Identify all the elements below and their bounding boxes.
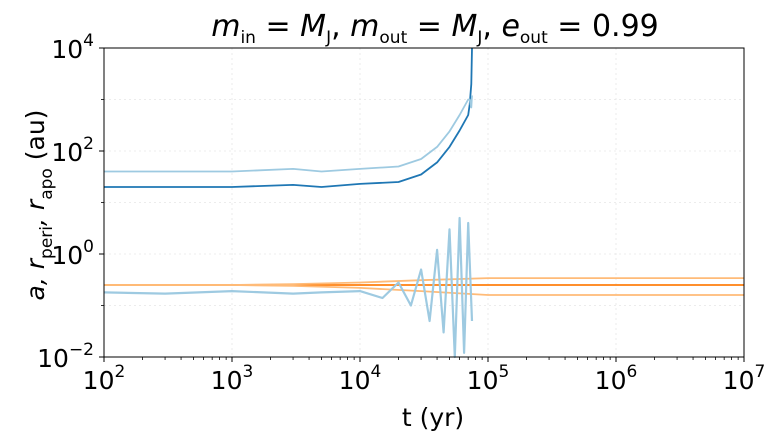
grid <box>103 47 745 358</box>
y-axis-label-sub-peri: peri <box>37 226 57 259</box>
series-line-outer_apo <box>104 95 473 173</box>
y-tick-label: 104 <box>51 31 94 64</box>
x-tick-label: 103 <box>211 362 254 395</box>
x-tick-label: 107 <box>723 362 766 395</box>
y-axis-label-part-a: a, r <box>21 257 50 300</box>
y-axis-label-sub-apo: apo <box>37 168 57 200</box>
y-tick-label: 100 <box>51 237 94 270</box>
y-axis-label-unit: (au) <box>21 110 50 169</box>
x-tick-label: 105 <box>467 362 510 395</box>
y-ticks: 10−2 100 102 104 <box>37 31 104 373</box>
y-tick-label: 102 <box>51 134 94 167</box>
y-tick-label: 10−2 <box>37 340 94 373</box>
x-tick-label: 104 <box>339 362 382 395</box>
series-line-outer_a <box>104 47 473 188</box>
series-group <box>103 47 744 359</box>
x-ticks: 102 103 104 105 106 107 <box>83 357 766 395</box>
chart-title: min = MJ, mout = MJ, eout = 0.99 <box>211 9 659 48</box>
y-axis-label: a, rperi, rapo (au) <box>21 110 57 301</box>
x-tick-label: 106 <box>595 362 638 395</box>
series-line-outer_peri <box>103 216 474 359</box>
x-tick-label: 102 <box>83 362 126 395</box>
x-axis-label: t (yr) <box>402 403 464 432</box>
y-axis-label-part-r: , r <box>21 198 50 226</box>
